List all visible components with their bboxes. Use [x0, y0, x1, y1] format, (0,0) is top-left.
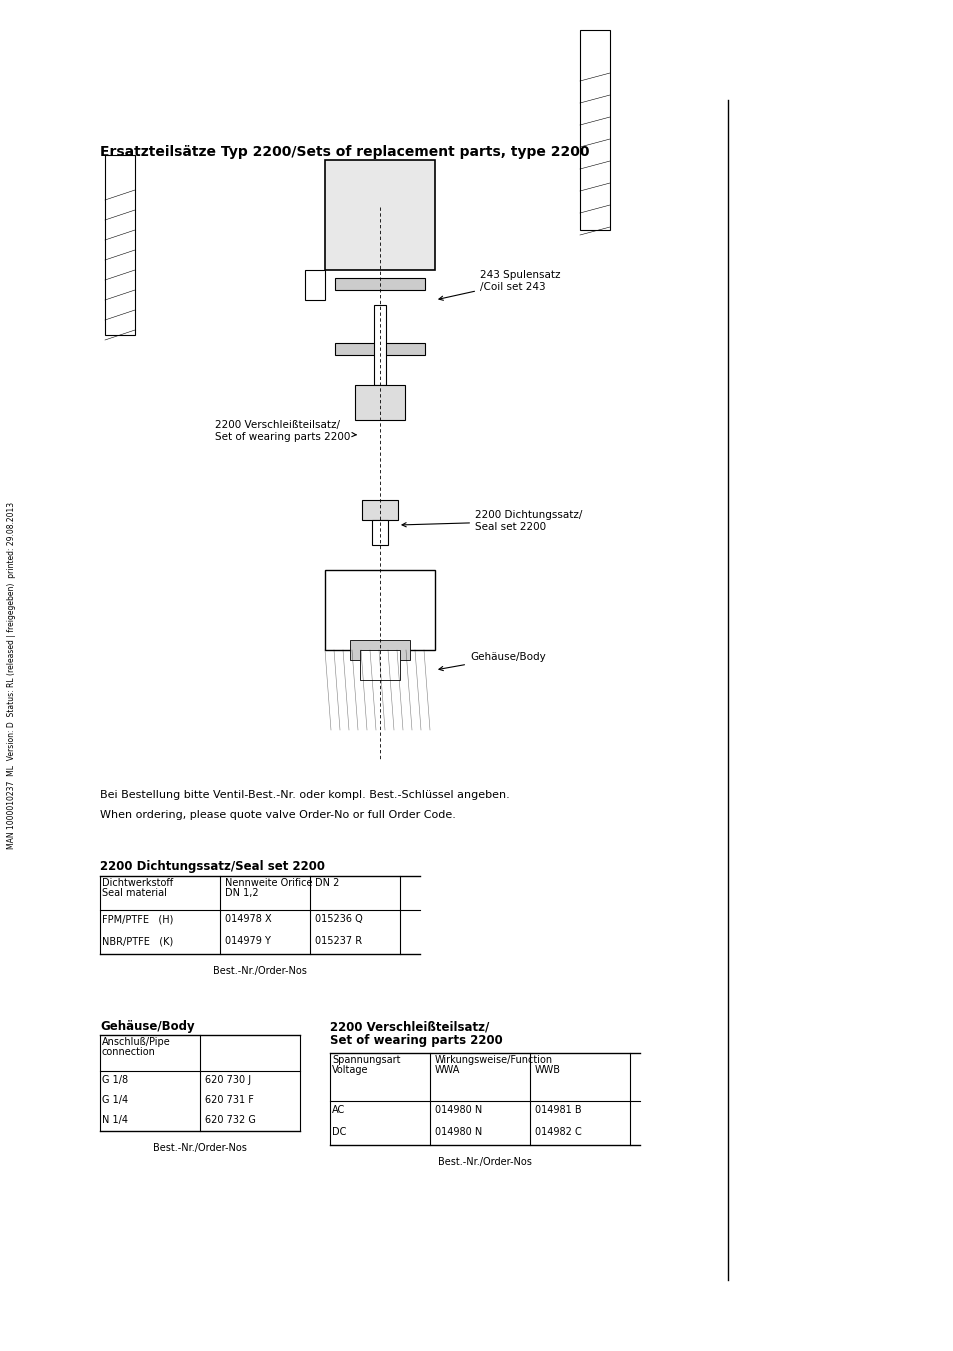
- Text: N 1/4: N 1/4: [102, 1115, 128, 1125]
- Text: 620 730 J: 620 730 J: [205, 1075, 251, 1085]
- Text: 2200 Verschleißteilsatz/
Set of wearing parts 2200: 2200 Verschleißteilsatz/ Set of wearing …: [214, 420, 355, 442]
- Text: Voltage: Voltage: [332, 1065, 368, 1075]
- Bar: [359, 650, 399, 680]
- Bar: [372, 213, 388, 222]
- Bar: [350, 640, 410, 661]
- Text: 014980 N: 014980 N: [435, 1105, 482, 1115]
- Text: Bei Bestellung bitte Ventil-Best.-Nr. oder kompl. Best.-Schlüssel angeben.: Bei Bestellung bitte Ventil-Best.-Nr. od…: [100, 790, 509, 800]
- Text: FPM/PTFE   (H): FPM/PTFE (H): [102, 915, 173, 924]
- Text: Dichtwerkstoff: Dichtwerkstoff: [102, 878, 172, 888]
- Text: 014981 B: 014981 B: [535, 1105, 581, 1115]
- Text: DC: DC: [332, 1127, 346, 1138]
- Text: Set of wearing parts 2200: Set of wearing parts 2200: [330, 1034, 502, 1047]
- Text: 620 731 F: 620 731 F: [205, 1096, 253, 1105]
- Text: G 1/8: G 1/8: [102, 1075, 128, 1085]
- Text: When ordering, please quote valve Order-No or full Order Code.: When ordering, please quote valve Order-…: [100, 811, 456, 820]
- Text: 014980 N: 014980 N: [435, 1127, 482, 1138]
- Text: 014979 Y: 014979 Y: [225, 936, 271, 946]
- Text: 620 732 G: 620 732 G: [205, 1115, 255, 1125]
- Text: Best.-Nr./Order-Nos: Best.-Nr./Order-Nos: [437, 1156, 532, 1167]
- Text: connection: connection: [102, 1047, 155, 1056]
- Text: 2200 Verschleißteilsatz/: 2200 Verschleißteilsatz/: [330, 1020, 489, 1034]
- Text: WWA: WWA: [435, 1065, 460, 1075]
- Text: Spannungsart: Spannungsart: [332, 1055, 400, 1065]
- Text: Gehäuse/Body: Gehäuse/Body: [438, 653, 545, 670]
- Text: 014982 C: 014982 C: [535, 1127, 581, 1138]
- Text: Ersatzteilsätze Typ 2200/Sets of replacement parts, type 2200: Ersatzteilsätze Typ 2200/Sets of replace…: [100, 145, 589, 159]
- Text: NBR/PTFE   (K): NBR/PTFE (K): [102, 936, 173, 946]
- Text: DN 1,2: DN 1,2: [225, 888, 258, 898]
- Bar: [305, 270, 325, 300]
- Text: MAN 1000010237  ML  Version: D  Status: RL (released | freigegeben)  printed: 29: MAN 1000010237 ML Version: D Status: RL …: [8, 501, 16, 848]
- Text: 015236 Q: 015236 Q: [314, 915, 362, 924]
- Bar: [355, 385, 405, 420]
- Text: 014978 X: 014978 X: [225, 915, 272, 924]
- Text: G 1/4: G 1/4: [102, 1096, 128, 1105]
- Text: Anschluß/Pipe: Anschluß/Pipe: [102, 1038, 171, 1047]
- Bar: [579, 30, 609, 230]
- Text: 2200 Dichtungssatz/
Seal set 2200: 2200 Dichtungssatz/ Seal set 2200: [401, 511, 581, 532]
- Bar: [372, 520, 388, 544]
- Text: Gehäuse/Body: Gehäuse/Body: [100, 1020, 194, 1034]
- Bar: [361, 500, 397, 520]
- Bar: [325, 159, 435, 270]
- Bar: [374, 305, 386, 385]
- Text: Best.-Nr./Order-Nos: Best.-Nr./Order-Nos: [213, 966, 307, 975]
- Text: DN 2: DN 2: [314, 878, 339, 888]
- Bar: [325, 570, 435, 650]
- Text: 2200 Dichtungssatz/Seal set 2200: 2200 Dichtungssatz/Seal set 2200: [100, 861, 325, 873]
- Text: 015237 R: 015237 R: [314, 936, 362, 946]
- Bar: [361, 199, 397, 209]
- Text: Nennweite Orifice: Nennweite Orifice: [225, 878, 313, 888]
- Text: Best.-Nr./Order-Nos: Best.-Nr./Order-Nos: [152, 1143, 247, 1152]
- Bar: [105, 155, 135, 335]
- Bar: [335, 278, 424, 290]
- Text: Wirkungsweise/Function: Wirkungsweise/Function: [435, 1055, 553, 1065]
- Text: 243 Spulensatz
/Coil set 243: 243 Spulensatz /Coil set 243: [438, 270, 560, 300]
- Text: WWB: WWB: [535, 1065, 560, 1075]
- Text: AC: AC: [332, 1105, 345, 1115]
- Bar: [335, 343, 424, 355]
- Text: Seal material: Seal material: [102, 888, 167, 898]
